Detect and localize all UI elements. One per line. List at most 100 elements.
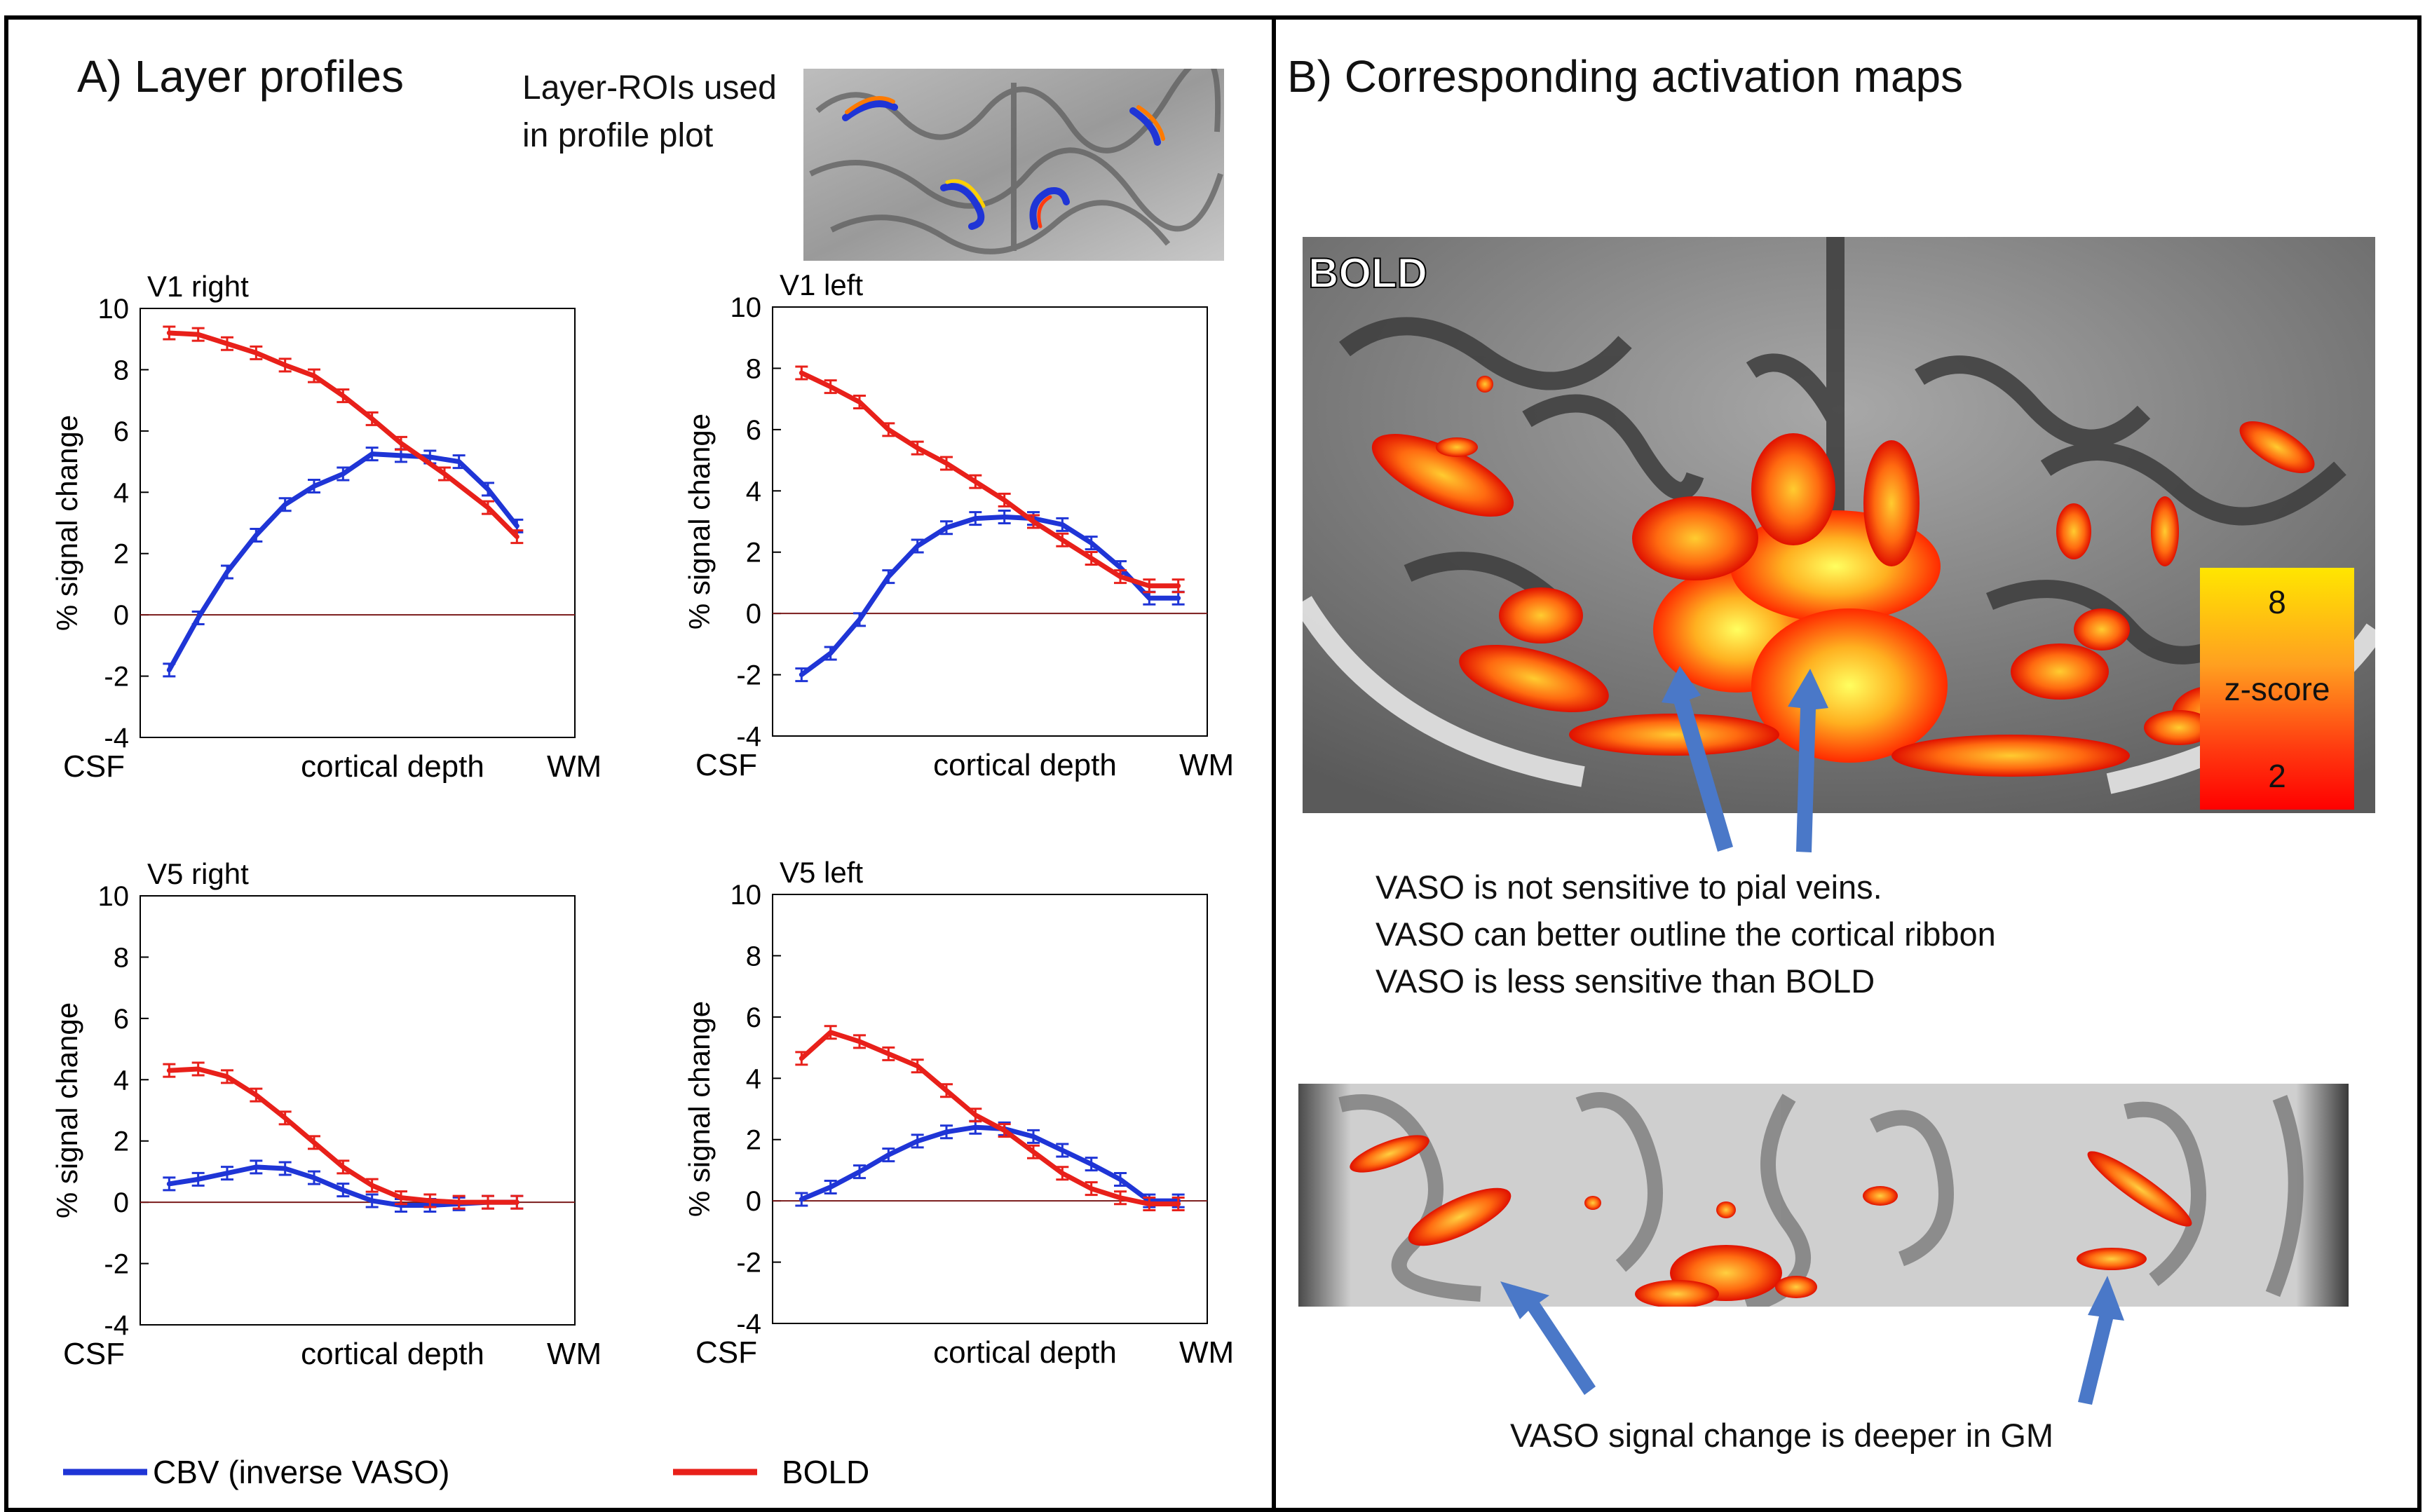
plot-frame <box>772 306 1208 737</box>
data-point-errorbar <box>940 456 953 471</box>
y-tick-label: 8 <box>114 942 129 973</box>
caption-top-line-1: VASO is not sensitive to pial veins. <box>1375 869 1882 906</box>
x-axis-label: cortical depth <box>933 748 1117 782</box>
y-tick-label: 8 <box>746 941 761 972</box>
x-right-label: WM <box>1179 1335 1234 1370</box>
data-point-errorbar <box>1114 569 1127 585</box>
data-point-errorbar <box>438 466 451 482</box>
series-line-bold <box>166 330 519 540</box>
vaso-activation-map <box>1298 1084 2349 1307</box>
chart-title: V1 right <box>147 270 249 303</box>
data-point-errorbar <box>1114 1190 1127 1206</box>
x-right-label: WM <box>547 1337 602 1371</box>
caption-top-line-2: VASO can better outline the cortical rib… <box>1375 915 1996 953</box>
data-point-errorbar <box>250 1087 263 1103</box>
roi-note-line-2: in profile plot <box>522 117 714 154</box>
data-point-errorbar <box>824 646 837 661</box>
y-tick-label: 6 <box>746 415 761 446</box>
y-tick-label: -2 <box>104 1249 129 1280</box>
data-point-errorbar <box>191 611 205 626</box>
data-point-errorbar <box>337 466 350 482</box>
roi-thumbnail <box>803 69 1224 261</box>
y-axis-label: % signal change <box>683 414 716 629</box>
y-tick-label: 8 <box>746 353 761 384</box>
data-point-errorbar <box>911 440 924 456</box>
plot-frame <box>140 308 576 738</box>
x-left-label: CSF <box>695 1335 757 1370</box>
data-point-errorbar <box>191 1171 205 1187</box>
data-point-errorbar <box>998 509 1011 524</box>
x-right-label: WM <box>547 749 602 784</box>
y-tick-label: 0 <box>746 1186 761 1217</box>
data-point-errorbar <box>337 1183 350 1198</box>
data-point-errorbar <box>482 1194 494 1210</box>
chart-title: V5 right <box>147 857 249 890</box>
data-point-errorbar <box>395 1190 407 1206</box>
chart-title: V1 left <box>780 268 863 301</box>
y-tick-label: 2 <box>114 539 129 570</box>
caption-top: VASO is not sensitive to pial veins. VAS… <box>1375 864 1996 1004</box>
y-axis-label: % signal change <box>50 415 83 631</box>
data-point-errorbar <box>911 1133 924 1149</box>
data-point-errorbar <box>452 1194 466 1210</box>
y-tick-label: 0 <box>114 1187 129 1218</box>
data-point-errorbar <box>1027 1129 1040 1144</box>
x-axis-label: cortical depth <box>933 1335 1117 1370</box>
data-point-errorbar <box>278 1161 292 1176</box>
legend: CBV (inverse VASO) BOLD <box>63 1454 869 1490</box>
data-point-errorbar <box>337 1159 350 1175</box>
plot-frame <box>140 895 576 1326</box>
data-point-errorbar <box>278 497 292 512</box>
roi-note-line-1: Layer-ROIs used <box>522 69 777 107</box>
data-point-errorbar <box>882 422 895 437</box>
data-point-errorbar <box>998 492 1011 508</box>
arrow-top-left <box>1662 666 1733 852</box>
data-point-errorbar <box>221 1069 233 1084</box>
data-point-errorbar <box>882 569 895 585</box>
data-point-errorbar <box>824 1179 837 1194</box>
caption-top-line-3: VASO is less sensitive than BOLD <box>1375 962 1875 1000</box>
data-point-errorbar <box>1085 1181 1098 1197</box>
data-point-errorbar <box>1027 514 1040 529</box>
y-tick-label: -4 <box>104 723 129 754</box>
data-point-errorbar <box>510 529 524 545</box>
legend-bold-label: BOLD <box>782 1454 869 1490</box>
arrow-top-right <box>1788 669 1828 852</box>
y-tick-label: 10 <box>731 880 762 911</box>
data-point-errorbar <box>423 1193 437 1208</box>
y-tick-label: 4 <box>114 1065 129 1096</box>
data-point-errorbar <box>853 1034 866 1049</box>
data-point-errorbar <box>1143 578 1156 594</box>
y-tick-label: 10 <box>731 292 762 323</box>
data-point-errorbar <box>1056 1143 1069 1158</box>
y-tick-label: 4 <box>746 1063 761 1094</box>
data-point-errorbar <box>795 667 808 683</box>
data-point-errorbar <box>250 1159 263 1175</box>
data-point-errorbar <box>308 368 320 383</box>
caption-bottom: VASO signal change is deeper in GM <box>1510 1417 2054 1454</box>
data-point-errorbar <box>278 357 292 373</box>
legend-cbv-label: CBV (inverse VASO) <box>153 1454 449 1490</box>
data-point-errorbar <box>395 435 407 451</box>
y-tick-label: 8 <box>114 355 129 386</box>
data-point-errorbar <box>1085 536 1098 551</box>
data-point-errorbar <box>1056 1166 1069 1181</box>
data-point-errorbar <box>365 1178 379 1193</box>
data-point-errorbar <box>1027 1144 1040 1159</box>
arrows-top <box>1662 666 1828 852</box>
y-tick-label: 2 <box>114 1126 129 1157</box>
data-point-errorbar <box>365 1193 379 1208</box>
data-point-errorbar <box>163 325 176 341</box>
data-point-errorbar <box>940 1124 953 1140</box>
data-point-errorbar <box>795 365 808 381</box>
y-tick-label: 6 <box>746 1002 761 1033</box>
data-point-errorbar <box>163 662 176 678</box>
data-point-errorbar <box>795 1051 808 1066</box>
y-tick-label: -4 <box>104 1310 129 1341</box>
y-tick-label: -2 <box>736 660 761 691</box>
x-axis-label: cortical depth <box>301 749 484 784</box>
data-point-errorbar <box>221 336 233 351</box>
y-tick-label: -4 <box>736 721 761 752</box>
y-tick-label: 6 <box>114 1004 129 1035</box>
data-point-errorbar <box>1056 532 1069 547</box>
